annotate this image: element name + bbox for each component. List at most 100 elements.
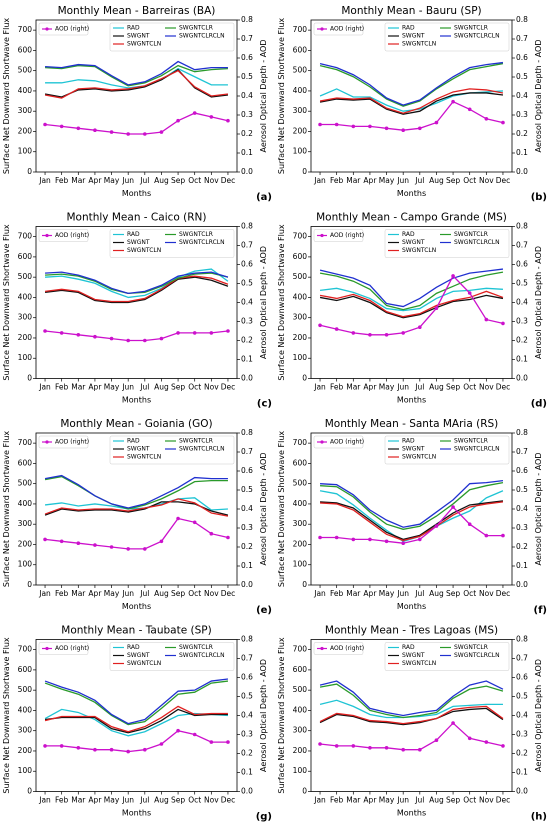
- y-tick-label: 400: [18, 499, 33, 508]
- legend-label: RAD: [402, 231, 415, 238]
- y2-tick-label: 0.1: [516, 148, 528, 157]
- aod-marker: [334, 122, 339, 127]
- x-tick-label: Nov: [204, 796, 219, 805]
- y-axis-label: Surface Net Downward Shortwave Flux: [2, 431, 11, 587]
- y2-tick-label: 0.5: [516, 485, 528, 494]
- legend-label: SWGNTCLR: [454, 644, 488, 651]
- aod-marker: [401, 541, 405, 545]
- y-tick-label: 400: [18, 86, 33, 95]
- x-tick-label: Feb: [330, 589, 344, 598]
- y-tick-label: 0: [27, 787, 32, 796]
- legend-label: AOD (right): [55, 232, 89, 239]
- series-line: [319, 707, 504, 726]
- aod-marker: [159, 336, 164, 341]
- series-line: [320, 479, 504, 528]
- x-tick-label: Oct: [463, 383, 476, 392]
- aod-marker: [43, 537, 47, 542]
- panel-title: Monthly Mean - Barreiras (BA): [58, 5, 216, 17]
- aod-marker: [451, 721, 455, 725]
- x-tick-label: Jun: [121, 176, 134, 185]
- y-tick-label: 500: [293, 479, 308, 488]
- aod-marker: [418, 747, 422, 752]
- series-line: [320, 100, 504, 131]
- panel-label: (h): [531, 812, 547, 823]
- legend-label: SWGNTCLRCLN: [179, 652, 225, 659]
- series-line: [44, 498, 229, 517]
- y-tick-label: 700: [18, 645, 33, 654]
- aod-marker: [467, 107, 472, 112]
- x-tick-label: Oct: [463, 176, 476, 185]
- y2-tick-label: 0.7: [241, 241, 253, 250]
- series-line: [44, 680, 229, 726]
- aod-marker: [59, 744, 64, 748]
- y-tick-label: 500: [18, 66, 33, 75]
- y-tick-label: 100: [293, 560, 308, 569]
- x-tick-label: Jan: [313, 383, 326, 392]
- aod-marker: [143, 338, 147, 343]
- y2-axis-label: Aerosol Optical Depth - AOD: [259, 659, 268, 772]
- aod-marker: [59, 124, 64, 129]
- y2-tick-label: 0.1: [241, 148, 253, 157]
- legend-label: AOD (right): [55, 26, 89, 33]
- panel-title: Monthly Mean - Bauru (SP): [341, 5, 481, 17]
- x-tick-label: May: [379, 176, 395, 185]
- y2-tick-label: 0.3: [516, 317, 528, 326]
- legend-label: RAD: [127, 438, 140, 445]
- x-tick-label: Aug: [154, 589, 169, 598]
- y-tick-label: 500: [293, 66, 308, 75]
- x-tick-label: Apr: [363, 176, 377, 185]
- panel: Monthly Mean - Barreiras (BA) 0 100 200 300 4…: [2, 5, 272, 203]
- x-tick-label: Jun: [396, 796, 409, 805]
- aod-marker: [434, 524, 439, 528]
- panel-label: (b): [531, 192, 547, 203]
- y-tick-label: 300: [18, 726, 33, 735]
- panel-label: (f): [534, 605, 548, 616]
- x-tick-label: May: [104, 383, 120, 392]
- x-tick-label: Mar: [346, 176, 361, 185]
- legend-label: SWGNTCLRCLN: [454, 33, 500, 40]
- legend-label: AOD (right): [330, 645, 364, 652]
- x-tick-label: Dec: [496, 589, 511, 598]
- panel: Monthly Mean - Caico (RN) 0 100 200 300 400 50…: [2, 212, 272, 410]
- aod-marker: [76, 541, 81, 545]
- aod-marker: [59, 331, 64, 335]
- x-tick-label: May: [379, 383, 395, 392]
- y2-tick-label: 0.2: [241, 749, 253, 758]
- y-tick-label: 300: [293, 106, 308, 115]
- x-tick-label: Jun: [121, 796, 134, 805]
- y2-tick-label: 0.4: [241, 298, 253, 307]
- x-tick-label: Nov: [479, 176, 494, 185]
- y-tick-label: 100: [293, 766, 308, 775]
- y2-tick-label: 0.1: [241, 768, 253, 777]
- y2-tick-label: 0.5: [516, 692, 528, 701]
- series-line: [319, 268, 504, 308]
- legend-box: [313, 229, 364, 242]
- legend-label: AOD (right): [55, 439, 89, 446]
- aod-marker: [368, 537, 372, 542]
- panel: Monthly Mean - Taubate (SP) 0 100 200 300 400…: [2, 625, 272, 823]
- x-tick-label: Feb: [330, 383, 344, 392]
- legend-label: SWGNTCLR: [179, 644, 213, 651]
- x-tick-label: Apr: [363, 796, 377, 805]
- y2-tick-label: 0.4: [241, 91, 253, 100]
- y-tick-label: 100: [293, 147, 308, 156]
- x-tick-label: Dec: [496, 176, 511, 185]
- series-line: [319, 271, 504, 311]
- aod-marker: [401, 747, 405, 752]
- series-line: [44, 276, 229, 304]
- y-axis-label: Surface Net Downward Shortwave Flux: [2, 18, 11, 174]
- aod-marker: [192, 520, 197, 525]
- aod-marker: [318, 742, 322, 746]
- x-tick-label: Jul: [139, 176, 149, 185]
- y2-tick-label: 0.4: [241, 504, 253, 513]
- y2-tick-label: 0.4: [516, 298, 528, 307]
- x-tick-label: Feb: [55, 383, 69, 392]
- x-tick-label: Feb: [55, 796, 69, 805]
- y2-tick-label: 0.5: [241, 72, 253, 81]
- x-tick-label: Aug: [154, 383, 169, 392]
- y-tick-label: 0: [302, 374, 307, 383]
- y-tick-label: 600: [18, 458, 33, 467]
- x-tick-label: Apr: [88, 383, 102, 392]
- y-axis-label: Surface Net Downward Shortwave Flux: [277, 224, 286, 380]
- legend-label: SWGNTCLN: [127, 247, 161, 254]
